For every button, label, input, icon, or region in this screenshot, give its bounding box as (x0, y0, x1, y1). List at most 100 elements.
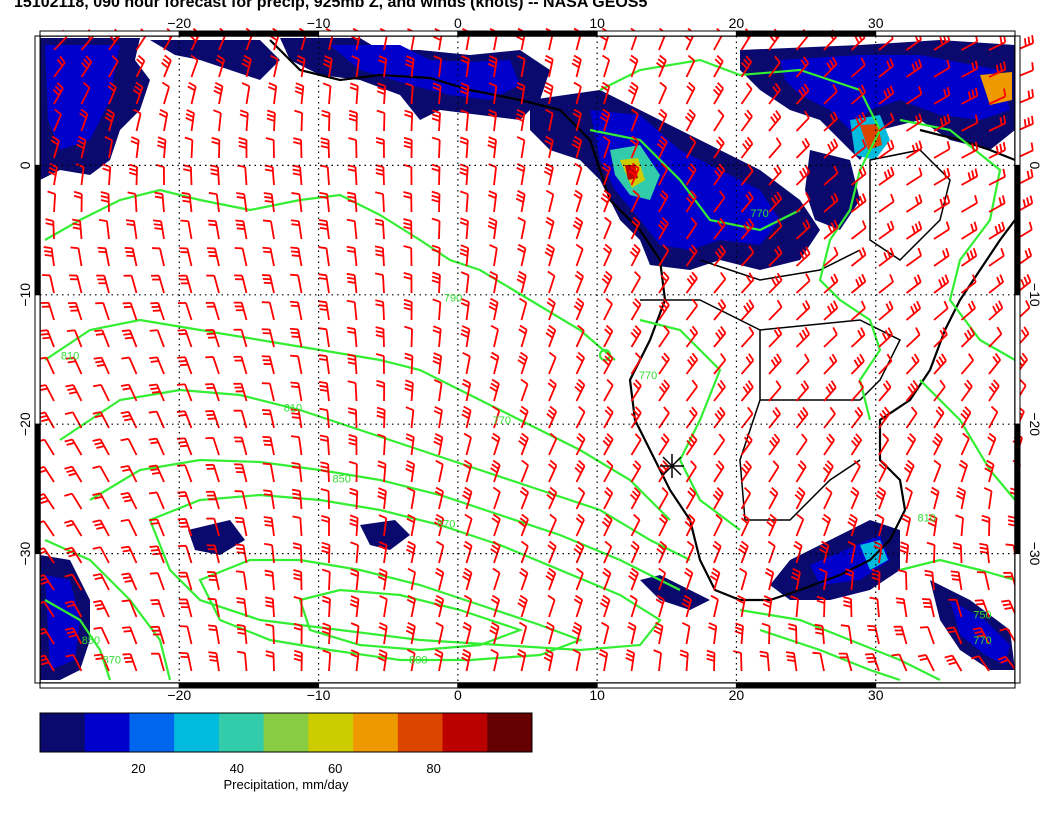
colorbar-swatch (218, 713, 265, 752)
wind-barb (431, 244, 441, 267)
wind-barb (459, 163, 469, 186)
wind-barb (431, 163, 441, 186)
wind-barb (685, 540, 695, 564)
wind-barb (205, 356, 220, 375)
wind-barb (627, 621, 637, 645)
wind-barb (463, 432, 472, 456)
wind-barb (933, 353, 947, 375)
wind-barb (850, 353, 865, 375)
wind-barb (264, 542, 275, 564)
wind-barb (548, 432, 558, 456)
wind-barb (176, 383, 193, 402)
lat-tick-label-left: 0 (17, 161, 33, 169)
wind-barb (92, 411, 110, 429)
right-axis-bar (1014, 294, 1021, 425)
wind-barb (516, 82, 526, 105)
wind-barb (291, 461, 303, 483)
wind-barb (53, 55, 66, 78)
wind-barb (739, 567, 748, 591)
wind-barb (795, 246, 811, 267)
wind-barb (629, 594, 638, 618)
wind-barb (734, 622, 744, 645)
wind-barb (603, 540, 613, 564)
wind-barb (263, 192, 275, 213)
wind-barb (76, 135, 87, 159)
wind-barb (177, 518, 193, 537)
wind-barb (489, 378, 500, 402)
top-axis-bar (178, 30, 320, 37)
wind-barb (293, 649, 303, 672)
wind-barb (490, 594, 501, 618)
precipitation-colorbar: 20 40 60 80 Precipitation, mm/day (39, 712, 533, 792)
wind-barb (736, 594, 746, 618)
wind-barb (294, 82, 305, 105)
wind-barb (236, 192, 248, 213)
wind-barb (988, 168, 1006, 186)
wind-barb (684, 513, 696, 537)
wind-barb (933, 274, 950, 294)
wind-barb (847, 513, 858, 537)
top-axis-bar (39, 30, 180, 37)
wind-barb (603, 324, 614, 348)
wind-barb (685, 54, 696, 78)
wind-barb (122, 626, 138, 645)
wind-barb (956, 486, 967, 510)
wind-barb (575, 567, 584, 591)
wind-barb (847, 540, 856, 564)
wind-barb (905, 406, 918, 429)
wind-barb (733, 650, 743, 672)
wind-barb (573, 540, 585, 564)
right-axis-bar (1014, 553, 1021, 684)
wind-barb (404, 379, 414, 402)
wind-barb (713, 513, 723, 537)
left-axis-bar (34, 294, 41, 425)
wind-barb (740, 55, 753, 78)
wind-barb (823, 273, 839, 294)
wind-barb (460, 55, 470, 78)
wind-barb (487, 217, 498, 240)
wind-barb (92, 438, 110, 456)
wind-barb (52, 82, 64, 105)
wind-barb (972, 627, 990, 645)
wind-barb (850, 327, 866, 348)
wind-barb (433, 379, 443, 402)
wind-barb (206, 517, 220, 537)
wind-barb (492, 567, 501, 591)
wind-barb (685, 298, 698, 321)
lon-tick-label-bottom: −10 (307, 687, 331, 703)
lon-tick-label-top: 30 (868, 15, 884, 31)
lon-tick-label-top: 20 (729, 15, 745, 31)
wind-barb (296, 54, 306, 78)
wind-barb (544, 135, 554, 159)
colorbar-label: Precipitation, mm/day (224, 777, 349, 792)
wind-barb (988, 142, 1007, 159)
wind-barb (460, 325, 471, 348)
wind-barb (233, 355, 248, 375)
wind-barb (376, 82, 387, 105)
wind-barb (768, 164, 782, 186)
wind-barb (234, 516, 248, 537)
wind-barb (520, 378, 529, 402)
wind-barb (491, 432, 501, 456)
wind-barb (795, 326, 811, 348)
wind-barb (545, 567, 557, 591)
wind-barb (104, 136, 114, 159)
bottom-axis-bar (875, 682, 1016, 689)
wind-barb (795, 83, 810, 105)
wind-barb (547, 270, 556, 294)
wind-barb (906, 194, 923, 213)
lat-tick-label-right: −10 (1027, 283, 1043, 307)
wind-barb (630, 513, 641, 537)
wind-barb (177, 356, 193, 375)
wind-barb (988, 61, 1007, 78)
wind-barb (378, 514, 388, 537)
wind-barb (933, 86, 951, 105)
wind-barb (262, 435, 275, 456)
wind-barb (793, 540, 803, 564)
wind-barb (960, 274, 977, 294)
wind-barb (406, 513, 416, 537)
wind-barb (818, 568, 828, 591)
wind-barb (960, 326, 976, 348)
wind-barb (377, 568, 388, 591)
wind-barb (290, 354, 303, 375)
